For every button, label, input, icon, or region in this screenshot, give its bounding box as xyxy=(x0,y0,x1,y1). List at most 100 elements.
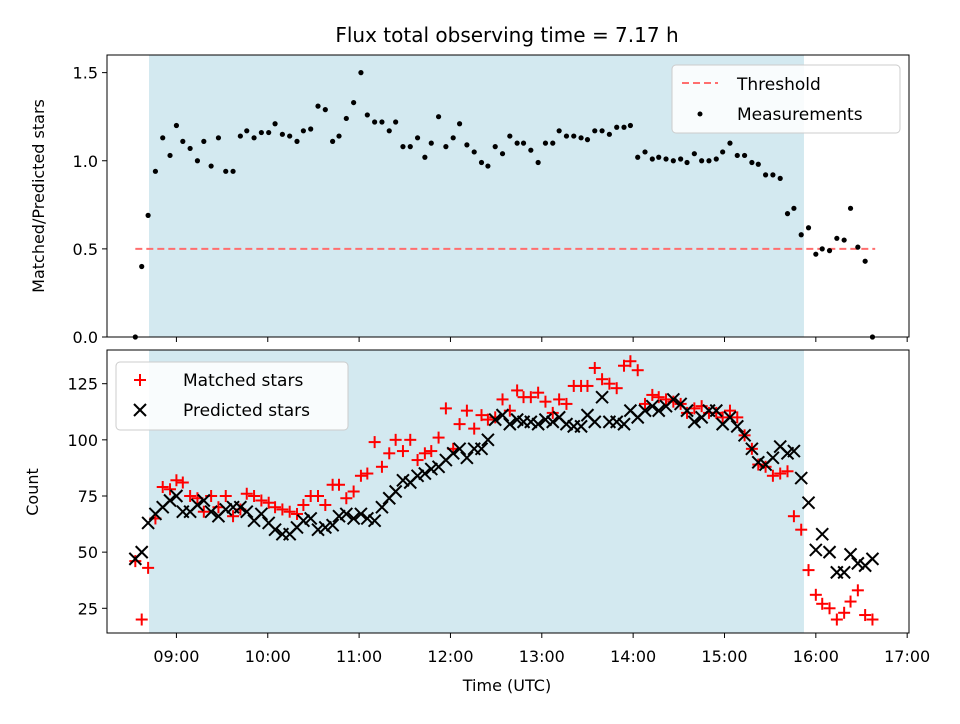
predicted-star-marker xyxy=(396,473,410,487)
predicted-star-marker xyxy=(666,392,681,407)
measurement-point xyxy=(621,124,627,130)
measurement-point xyxy=(492,144,498,150)
matched-star-marker xyxy=(262,496,275,509)
measurement-point xyxy=(614,124,620,130)
legend-threshold-label: Threshold xyxy=(736,75,821,95)
predicted-star-marker xyxy=(135,545,149,559)
measurement-point xyxy=(208,163,214,169)
predicted-star-marker xyxy=(809,543,823,557)
matched-star-marker xyxy=(375,460,388,473)
measurement-point xyxy=(770,172,776,178)
predicted-star-marker xyxy=(303,511,318,526)
predicted-star-marker xyxy=(574,419,588,434)
predicted-star-marker xyxy=(418,466,432,481)
matched-star-marker xyxy=(844,595,857,608)
measurement-point xyxy=(563,133,570,139)
x-tick-label: 10:00 xyxy=(245,647,291,666)
matched-star-marker xyxy=(219,489,232,502)
predicted-star-marker xyxy=(424,462,438,476)
measurement-point xyxy=(847,205,854,211)
measurement-point xyxy=(649,156,655,162)
x-tick-label: 09:00 xyxy=(153,647,199,666)
measurement-point xyxy=(749,159,755,166)
measurement-point xyxy=(727,140,733,146)
matched-star-marker xyxy=(333,478,346,491)
predicted-star-marker xyxy=(460,451,474,465)
x-tick-label: 13:00 xyxy=(519,647,565,666)
matched-star-marker xyxy=(816,597,829,610)
predicted-star-marker xyxy=(388,484,403,499)
predicted-star-marker xyxy=(375,500,389,514)
matched-star-marker xyxy=(453,418,466,431)
x-tick-label: 15:00 xyxy=(701,647,747,666)
x-tick-label: 14:00 xyxy=(610,647,656,666)
matched-star-marker xyxy=(532,386,545,399)
predicted-star-marker xyxy=(787,444,801,458)
matched-star-marker xyxy=(197,505,210,518)
predicted-star-marker xyxy=(474,442,489,456)
matched-star-marker xyxy=(553,393,566,406)
top-y-axis-label: Matched/Predicted stars xyxy=(29,99,48,293)
predicted-star-marker xyxy=(503,417,517,431)
measurement-point xyxy=(300,128,306,134)
matched-star-marker xyxy=(716,411,729,424)
matched-star-marker xyxy=(752,458,765,471)
matched-star-marker xyxy=(546,406,559,419)
measurement-point xyxy=(237,133,243,139)
matched-star-marker xyxy=(468,422,481,435)
matched-star-marker xyxy=(618,359,631,372)
predicted-star-marker xyxy=(680,403,694,418)
predicted-star-marker xyxy=(751,455,765,470)
predicted-star-marker xyxy=(538,412,553,427)
matched-star-marker xyxy=(481,413,494,426)
y-tick-label: 100 xyxy=(67,431,98,450)
measurement-point xyxy=(471,149,477,155)
measurement-point xyxy=(841,237,847,243)
legend-measurements-label: Measurements xyxy=(737,105,863,125)
matched-star-marker xyxy=(276,503,289,516)
measurement-point xyxy=(201,138,207,144)
predicted-star-marker xyxy=(524,415,538,429)
matched-star-marker xyxy=(631,364,644,377)
matched-star-marker xyxy=(269,501,282,514)
predicted-star-marker xyxy=(339,507,354,521)
matched-star-marker xyxy=(838,606,851,619)
matched-star-marker xyxy=(723,404,736,417)
measurement-point xyxy=(706,158,712,164)
measurement-point xyxy=(791,205,797,211)
measurement-point xyxy=(535,159,541,166)
top-legend: Threshold Measurements xyxy=(671,64,901,134)
matched-star-marker xyxy=(646,388,659,401)
bottom-x-ticks: 09:00 10:00 11:00 12:00 13:00 14:00 15:00 16:00… xyxy=(153,633,930,666)
measurement-point xyxy=(691,151,697,157)
predicted-star-marker xyxy=(843,547,858,562)
measurement-point xyxy=(599,128,605,134)
predicted-star-marker xyxy=(360,511,375,526)
measurement-point xyxy=(393,119,399,125)
measurement-point xyxy=(642,149,648,155)
y-tick-label: 50 xyxy=(78,543,98,562)
matched-star-marker xyxy=(809,588,822,601)
matched-star-marker xyxy=(731,411,744,424)
matched-star-marker xyxy=(795,523,808,536)
measurement-point xyxy=(755,161,761,167)
bottom-legend-box xyxy=(115,361,349,431)
measurement-point xyxy=(684,159,690,166)
predicted-star-marker xyxy=(332,509,346,523)
measurement-point xyxy=(139,263,145,270)
predicted-star-marker xyxy=(325,518,340,532)
matched-star-marker xyxy=(170,474,183,487)
measurement-point xyxy=(428,140,434,146)
matched-star-marker xyxy=(851,584,864,597)
measurement-point xyxy=(741,152,748,159)
measurement-point xyxy=(435,114,442,120)
predicted-star-marker xyxy=(311,522,325,537)
measurement-point xyxy=(279,131,285,137)
measurement-point xyxy=(556,128,562,134)
y-tick-label: 1.0 xyxy=(73,152,98,171)
measurement-point xyxy=(400,144,406,150)
predicted-star-marker xyxy=(452,442,467,456)
measurement-point xyxy=(762,172,769,178)
predicted-star-marker xyxy=(652,403,666,418)
